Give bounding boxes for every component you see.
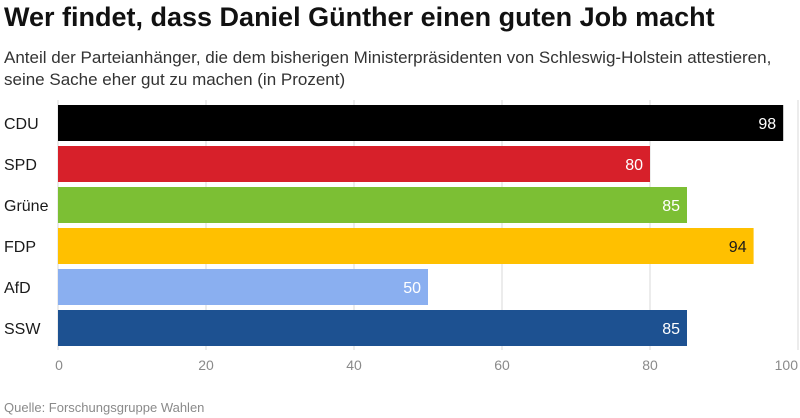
x-tick-label: 0 (55, 357, 63, 373)
bar-gr-ne (58, 187, 687, 223)
category-label-ssw: SSW (4, 321, 41, 338)
chart-subtitle: Anteil der Parteianhänger, die dem bishe… (4, 48, 772, 89)
x-tick-labels: 0 20 40 60 80 100 (55, 357, 798, 373)
x-tick-label: 80 (642, 357, 658, 373)
value-label-cdu: 98 (758, 116, 776, 133)
value-label-spd: 80 (625, 157, 643, 174)
grid-lines (57, 100, 799, 350)
x-tick-label: 100 (775, 357, 799, 373)
category-label-gr-ne: Grüne (4, 198, 49, 215)
bars: 98 80 85 94 50 85 (58, 105, 784, 346)
category-label-fdp: FDP (4, 239, 36, 256)
bar-cdu (58, 105, 784, 141)
category-label-spd: SPD (4, 157, 37, 174)
value-label-gr-ne: 85 (662, 198, 680, 215)
bar-fdp (58, 228, 754, 264)
x-tick-label: 40 (346, 357, 362, 373)
value-label-ssw: 85 (662, 321, 680, 338)
value-label-afd: 50 (403, 280, 421, 297)
bar-ssw (58, 310, 687, 346)
bar-afd (58, 269, 428, 305)
bar-spd (58, 146, 650, 182)
category-label-afd: AfD (4, 280, 31, 297)
x-tick-label: 20 (198, 357, 214, 373)
category-labels: CDU SPD Grüne FDP AfD SSW (4, 116, 49, 338)
x-tick-label: 60 (494, 357, 510, 373)
chart-title: Wer findet, dass Daniel Günther einen gu… (4, 2, 715, 32)
category-label-cdu: CDU (4, 116, 39, 133)
source-note: Quelle: Forschungsgruppe Wahlen (4, 400, 205, 415)
value-label-fdp: 94 (729, 239, 747, 256)
